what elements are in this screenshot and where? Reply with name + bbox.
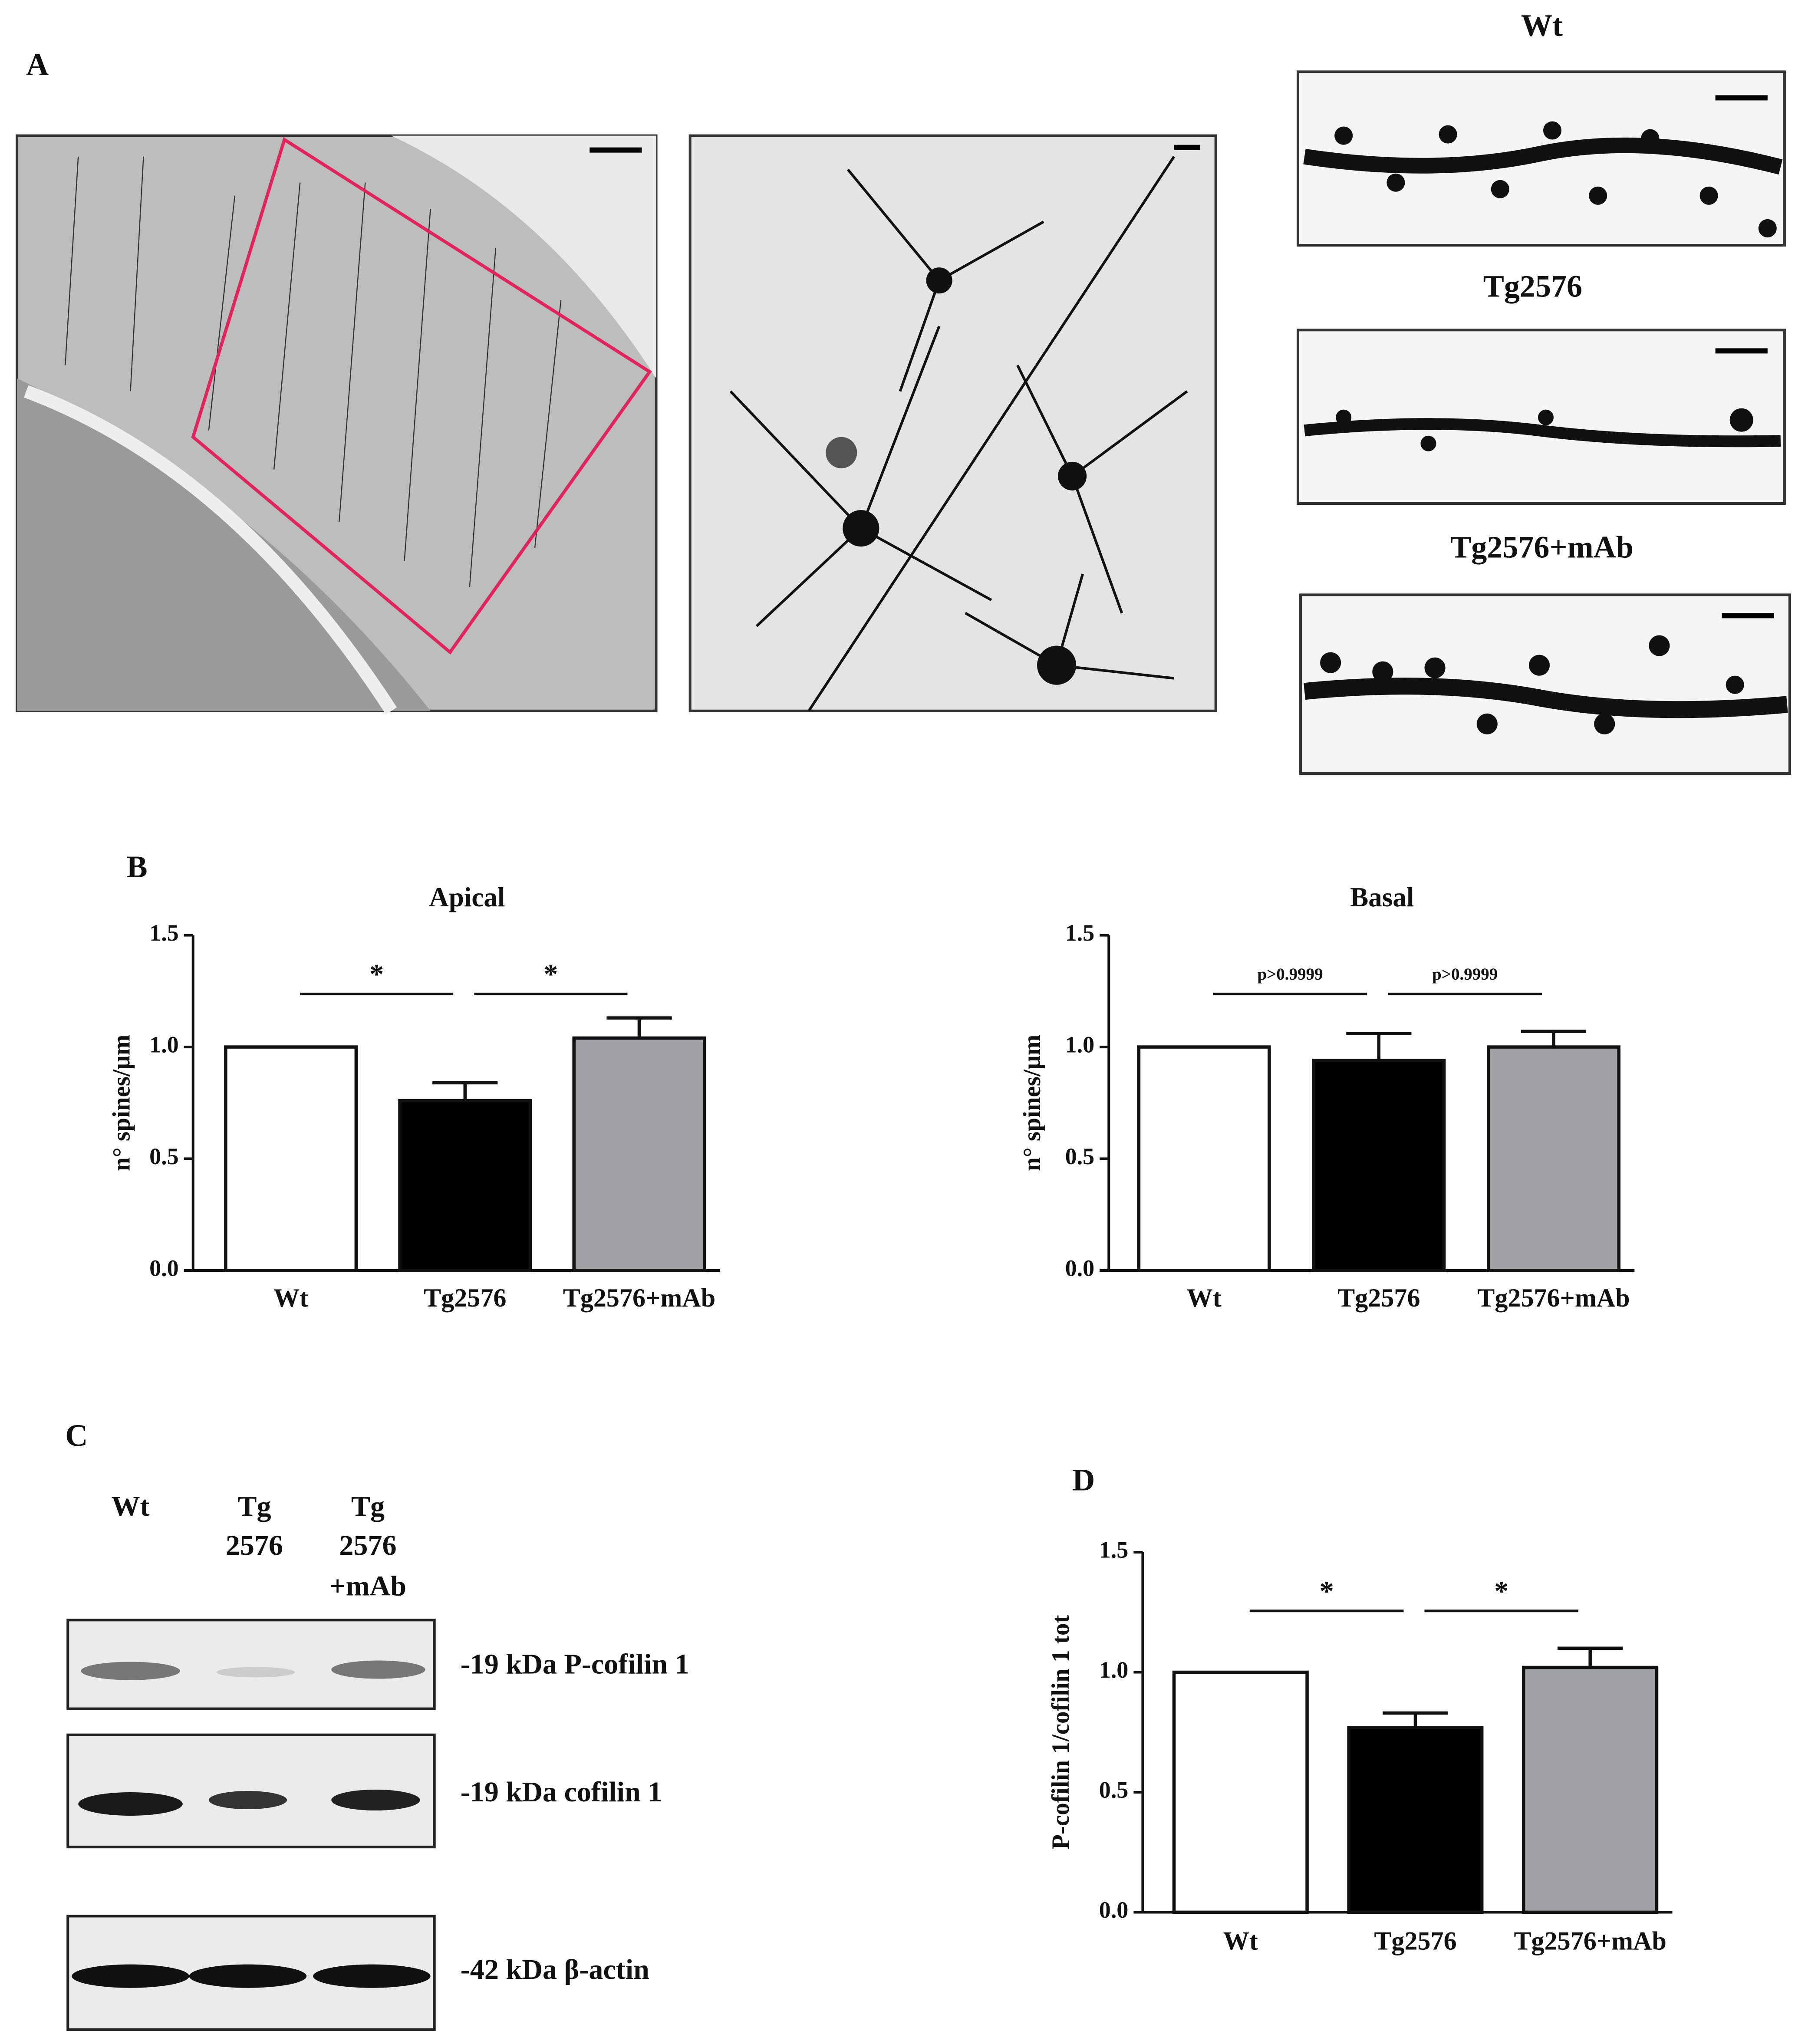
significance-label: *	[369, 958, 384, 990]
band-label: -42 kDa β-actin	[461, 1954, 649, 1985]
significance-label: *	[1320, 1575, 1334, 1607]
panel-label: C	[65, 1418, 88, 1453]
lane-label: Tg	[351, 1491, 385, 1522]
x-tick-label: Tg2576	[424, 1284, 506, 1313]
y-tick-label: 1.0	[1065, 1032, 1095, 1058]
blot-strip	[66, 1733, 436, 1849]
y-tick-label: 1.5	[1065, 920, 1095, 946]
x-tick-label: Wt	[1223, 1926, 1258, 1955]
micrograph-overview	[16, 134, 658, 714]
x-tick-label: Tg2576	[1374, 1926, 1456, 1955]
bar	[1137, 1045, 1271, 1272]
blot-strip	[66, 1915, 436, 2031]
lane-label: Tg	[237, 1491, 271, 1522]
y-tick-label: 1.5	[149, 920, 179, 946]
significance-label: p>0.9999	[1257, 965, 1323, 984]
chart-title: Apical	[429, 882, 505, 912]
y-tick-label: 1.0	[1099, 1657, 1129, 1683]
y-tick-label: 0.0	[1065, 1255, 1095, 1281]
chart-title: Basal	[1350, 882, 1414, 912]
y-tick-label: 1.0	[149, 1032, 179, 1058]
micrograph-label: Tg2576+mAb	[1450, 530, 1633, 565]
y-tick-label: 0.0	[1099, 1897, 1129, 1923]
band-label: -19 kDa P-cofilin 1	[461, 1649, 689, 1680]
micrograph-dendrite	[1297, 329, 1786, 505]
y-axis-label: n° spines/µm	[108, 1035, 135, 1171]
y-axis-label: n° spines/µm	[1018, 1035, 1046, 1171]
bar	[1487, 1045, 1621, 1272]
lane-label: +mAb	[329, 1570, 406, 1602]
bar	[1172, 1670, 1309, 1914]
micrograph-neurons	[688, 134, 1217, 712]
micrograph-dendrite	[1297, 70, 1786, 247]
micrograph-label: Tg2576	[1483, 269, 1582, 304]
x-tick-label: Tg2576+mAb	[563, 1284, 715, 1313]
x-tick-label: Tg2576+mAb	[1514, 1926, 1666, 1955]
panel-label: B	[126, 849, 147, 884]
x-tick-label: Wt	[273, 1284, 308, 1313]
blot-strip	[66, 1619, 436, 1710]
y-tick-label: 0.5	[1099, 1777, 1129, 1803]
bar	[1347, 1725, 1484, 1914]
significance-label: p>0.9999	[1432, 965, 1498, 984]
lane-label: Wt	[111, 1491, 149, 1522]
y-tick-label: 0.0	[149, 1255, 179, 1281]
y-tick-label: 1.5	[1099, 1537, 1129, 1563]
y-tick-label: 0.5	[149, 1143, 179, 1169]
bar	[398, 1099, 532, 1272]
band-label: -19 kDa cofilin 1	[461, 1776, 662, 1808]
bar	[1312, 1059, 1446, 1272]
x-tick-label: Wt	[1187, 1284, 1222, 1313]
y-tick-label: 0.5	[1065, 1143, 1095, 1169]
bar	[224, 1045, 358, 1272]
bar	[1522, 1665, 1659, 1914]
significance-label: *	[543, 958, 558, 990]
panel-label: D	[1072, 1462, 1095, 1497]
x-tick-label: Tg2576	[1337, 1284, 1420, 1313]
y-axis-label: P-cofilin 1/cofilin 1 tot	[1047, 1615, 1074, 1850]
lane-label: 2576	[339, 1530, 396, 1561]
micrograph-label: Wt	[1521, 8, 1563, 43]
micrograph-dendrite	[1299, 593, 1791, 775]
bar	[572, 1036, 706, 1272]
significance-label: *	[1494, 1575, 1508, 1607]
x-tick-label: Tg2576+mAb	[1477, 1284, 1630, 1313]
panel-label: A	[26, 47, 49, 82]
lane-label: 2576	[226, 1530, 283, 1561]
